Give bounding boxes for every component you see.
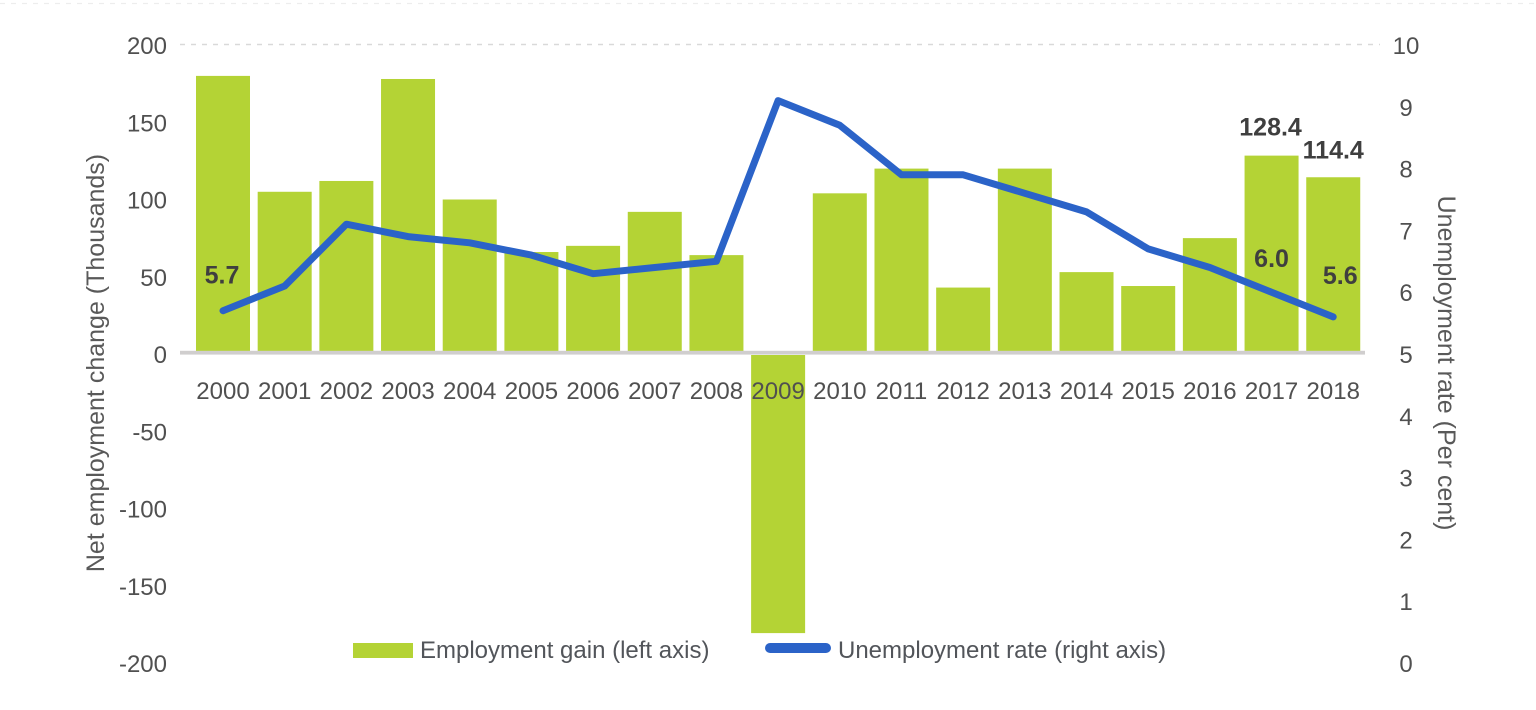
bar-2008 <box>689 255 744 354</box>
bar-2014 <box>1059 272 1114 354</box>
x-axis-label-2008: 2008 <box>690 378 743 405</box>
bar-2006 <box>566 245 621 354</box>
bar-2015 <box>1121 286 1176 354</box>
bar-2005 <box>504 252 559 354</box>
unemployment-rate-line <box>219 97 1337 321</box>
x-axis-label-2003: 2003 <box>381 378 434 405</box>
right-axis-tick-5: 5 <box>1399 342 1412 369</box>
x-axis-label-2014: 2014 <box>1060 378 1113 405</box>
x-axis-label-2015: 2015 <box>1122 378 1175 405</box>
bar-2010 <box>812 193 867 354</box>
left-axis-tick--200: -200 <box>119 651 167 678</box>
bar-2001 <box>257 191 312 354</box>
bar-2012 <box>936 287 991 354</box>
bar-2007 <box>627 211 682 354</box>
left-axis-tick-100: 100 <box>127 188 167 215</box>
bar-2002 <box>319 180 374 354</box>
right-axis-tick-4: 4 <box>1399 404 1412 431</box>
right-axis-tick-0: 0 <box>1399 651 1412 678</box>
x-axis-label-2010: 2010 <box>813 378 866 405</box>
right-axis-tick-9: 9 <box>1399 95 1412 122</box>
x-axis-label-2016: 2016 <box>1183 378 1236 405</box>
bar-2018 <box>1306 177 1361 354</box>
right-axis-tick-2: 2 <box>1399 527 1412 554</box>
bar-2011 <box>874 168 929 354</box>
x-axis-label-2002: 2002 <box>320 378 373 405</box>
legend-swatch-employment-gain <box>353 643 413 658</box>
bar-2009 <box>751 355 806 634</box>
x-axis-label-2013: 2013 <box>998 378 1051 405</box>
x-axis-label-2007: 2007 <box>628 378 681 405</box>
legend-label-unemployment-rate: Unemployment rate (right axis) <box>838 637 1167 664</box>
x-axis-label-2001: 2001 <box>258 378 311 405</box>
x-axis-label-2017: 2017 <box>1245 378 1298 405</box>
annotation-114.4: 114.4 <box>1303 136 1364 164</box>
annotation-5.7: 5.7 <box>205 262 240 290</box>
bar-2004 <box>442 199 497 354</box>
left-axis-tick--50: -50 <box>132 419 167 446</box>
right-axis-tick-6: 6 <box>1399 280 1412 307</box>
x-axis-label-2000: 2000 <box>196 378 249 405</box>
x-axis-line <box>180 350 1365 355</box>
right-axis-tick-7: 7 <box>1399 218 1412 245</box>
x-axis-label-2004: 2004 <box>443 378 496 405</box>
bar-2017 <box>1244 155 1299 354</box>
right-axis-tick-8: 8 <box>1399 157 1412 184</box>
right-axis-tick-3: 3 <box>1399 466 1412 493</box>
left-axis-tick-0: 0 <box>154 342 167 369</box>
x-axis-label-2011: 2011 <box>876 378 928 405</box>
left-axis-tick-150: 150 <box>127 110 167 137</box>
x-axis-label-2018: 2018 <box>1307 378 1360 405</box>
annotation-5.6: 5.6 <box>1323 262 1358 290</box>
x-axis-label-2006: 2006 <box>566 378 619 405</box>
right-axis-tick-1: 1 <box>1399 589 1412 616</box>
legend-swatch-unemployment-rate <box>765 643 831 653</box>
right-axis-tick-10: 10 <box>1393 33 1420 60</box>
annotation-128.4: 128.4 <box>1239 114 1302 142</box>
bar-2016 <box>1182 238 1237 354</box>
left-axis-tick-200: 200 <box>127 33 167 60</box>
x-axis-label-2012: 2012 <box>936 378 989 405</box>
annotation-6.0: 6.0 <box>1254 245 1289 273</box>
legend-label-employment-gain: Employment gain (left axis) <box>420 637 710 664</box>
left-axis-tick-50: 50 <box>140 265 167 292</box>
right-axis-title: Unemployment rate (Per cent) <box>1432 195 1460 531</box>
x-axis-label-2009: 2009 <box>751 378 804 405</box>
bar-2003 <box>381 78 436 355</box>
left-axis-tick--100: -100 <box>119 497 167 524</box>
x-axis-label-2005: 2005 <box>505 378 558 405</box>
left-axis-tick--150: -150 <box>119 574 167 601</box>
